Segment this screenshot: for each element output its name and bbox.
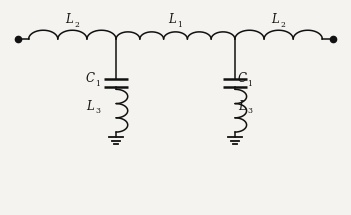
Text: 3: 3: [247, 108, 252, 115]
Text: 2: 2: [281, 21, 286, 29]
Text: 2: 2: [74, 21, 79, 29]
Text: 1: 1: [247, 80, 252, 88]
Text: C: C: [85, 72, 94, 85]
Text: L: L: [271, 13, 279, 26]
Text: 1: 1: [95, 80, 100, 88]
Text: L: L: [238, 100, 246, 113]
Text: L: L: [168, 13, 176, 26]
Text: L: L: [65, 13, 73, 26]
Text: L: L: [86, 100, 94, 113]
Text: C: C: [237, 72, 246, 85]
Text: 1: 1: [178, 21, 183, 29]
Text: 3: 3: [95, 108, 100, 115]
